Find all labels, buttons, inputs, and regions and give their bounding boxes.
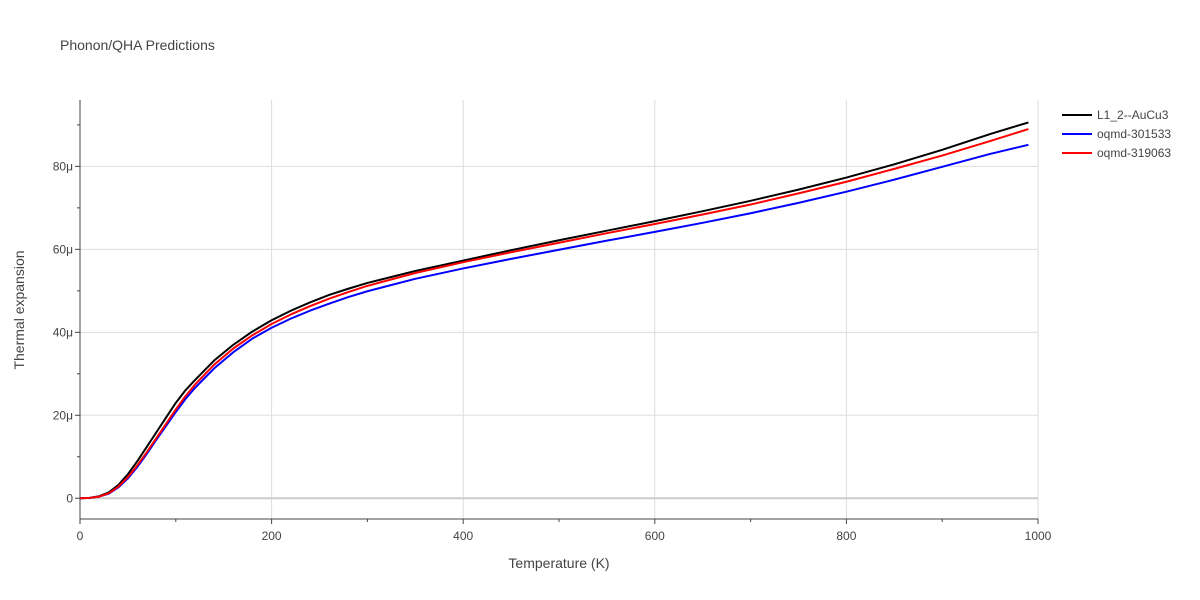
x-tick-label: 800 xyxy=(836,529,856,543)
x-tick-label: 1000 xyxy=(1025,529,1052,543)
y-tick-label: 20μ xyxy=(53,408,73,422)
y-axis-title: Thermal expansion xyxy=(11,250,27,369)
x-tick-label: 600 xyxy=(645,529,665,543)
legend-item-3[interactable]: oqmd-319063 xyxy=(1062,146,1171,160)
legend-item-1[interactable]: L1_2--AuCu3 xyxy=(1062,108,1169,122)
x-tick-label: 200 xyxy=(262,529,282,543)
legend-item-2[interactable]: oqmd-301533 xyxy=(1062,127,1171,141)
x-axis-title: Temperature (K) xyxy=(508,555,609,571)
y-tick-label: 80μ xyxy=(53,159,73,173)
legend[interactable]: L1_2--AuCu3 oqmd-301533 oqmd-319063 xyxy=(1062,108,1171,160)
y-tick-label: 0 xyxy=(66,491,73,505)
chart-title: Phonon/QHA Predictions xyxy=(60,37,215,53)
axes: 0 200 400 600 800 1000 0 20μ 40μ 60μ 80μ xyxy=(53,100,1052,543)
legend-label: oqmd-301533 xyxy=(1097,127,1171,141)
series-line-3 xyxy=(79,128,1029,500)
x-tick-label: 400 xyxy=(453,529,473,543)
y-tick-label: 60μ xyxy=(53,242,73,256)
series-line-1 xyxy=(79,121,1029,500)
data-series xyxy=(79,121,1029,500)
legend-label: oqmd-319063 xyxy=(1097,146,1171,160)
legend-label: L1_2--AuCu3 xyxy=(1097,108,1169,122)
x-tick-label: 0 xyxy=(77,529,84,543)
y-tick-label: 40μ xyxy=(53,325,73,339)
